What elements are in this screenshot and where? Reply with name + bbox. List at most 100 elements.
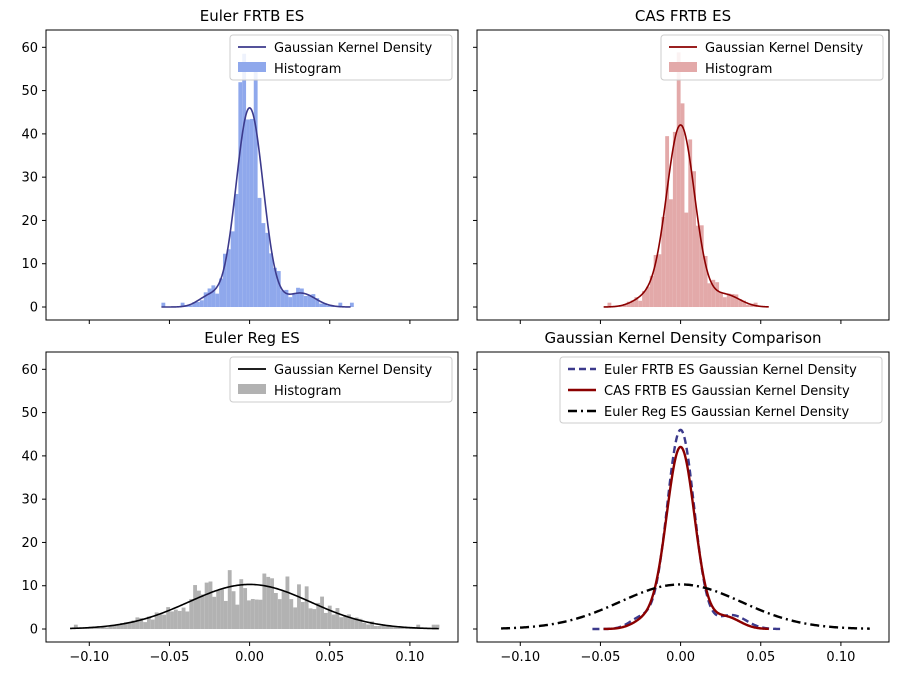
series-line-1	[592, 428, 782, 631]
histogram-bar	[299, 288, 304, 308]
histogram-bar	[208, 581, 213, 630]
legend-hist-swatch	[238, 384, 266, 394]
histogram-bar	[146, 616, 151, 630]
histogram-bar	[284, 289, 289, 308]
chart-title: Euler FRTB ES	[200, 7, 305, 25]
histogram-bar	[131, 620, 136, 630]
legend-label: Histogram	[705, 62, 772, 77]
histogram-bar	[253, 67, 258, 308]
histogram-bar	[192, 302, 197, 308]
y-tick-label: 40	[21, 127, 38, 142]
chart-title: Gaussian Kernel Density Comparison	[544, 329, 821, 347]
histogram-bar	[227, 570, 232, 630]
histogram-bar	[100, 626, 105, 630]
legend-label: Euler FRTB ES Gaussian Kernel Density	[604, 363, 857, 378]
legend-hist-swatch	[238, 62, 266, 72]
y-tick-label: 20	[21, 214, 38, 229]
histogram-bar	[323, 303, 327, 308]
histogram-bar	[377, 625, 382, 630]
histogram-bar	[249, 118, 254, 308]
histogram-bar	[661, 216, 666, 308]
histogram-bar	[297, 584, 301, 630]
histogram-bar	[108, 626, 113, 630]
histogram-bar	[235, 604, 240, 630]
histogram-bar	[293, 607, 298, 630]
y-tick-label: 0	[30, 301, 38, 316]
histogram-bar	[177, 610, 182, 630]
legend-box	[229, 356, 453, 403]
histogram-bar	[73, 624, 78, 630]
histogram-bar	[350, 617, 355, 630]
histogram-bar	[730, 293, 735, 308]
x-tick-label: 0.10	[826, 650, 855, 665]
x-tick-label: 0.05	[746, 650, 775, 665]
legend-hist-swatch	[669, 62, 697, 72]
histogram-bar	[385, 625, 390, 630]
panel-4: Gaussian Kernel Density Comparison −0.10 −…	[473, 329, 890, 665]
histogram-bar	[188, 305, 193, 308]
y-tick-label: 20	[21, 536, 38, 551]
histogram-bar	[319, 303, 324, 308]
histogram-bar	[349, 302, 354, 308]
histogram	[73, 570, 440, 630]
histogram-bar	[358, 618, 363, 630]
x-tick-label: −0.10	[500, 650, 540, 665]
legend-label: Histogram	[274, 384, 341, 399]
histogram-bar	[676, 52, 681, 308]
histogram-bar	[699, 225, 704, 308]
legend-box	[229, 34, 453, 81]
histogram-bar	[238, 82, 243, 308]
kde-line	[603, 124, 769, 308]
histogram-bar	[312, 609, 317, 630]
y-tick-label: 50	[21, 84, 38, 99]
histogram-bar	[634, 297, 639, 308]
x-tick-label: −0.05	[581, 650, 621, 665]
axes-frame	[476, 351, 890, 643]
histogram-bar	[212, 596, 217, 630]
histogram-bar	[707, 283, 712, 308]
histogram-bar	[104, 627, 109, 630]
histogram-bar	[362, 622, 367, 630]
histogram-bar	[339, 617, 344, 630]
histogram-bar	[258, 599, 263, 630]
histogram-bar	[296, 287, 300, 308]
histogram-bar	[719, 292, 723, 308]
histogram-bar	[250, 598, 255, 630]
histogram-bar	[234, 193, 239, 308]
histogram-bar	[688, 139, 693, 308]
histogram-bar	[247, 600, 251, 630]
histogram-bar	[112, 625, 117, 630]
histogram-bar	[281, 590, 286, 630]
histogram-bar	[158, 614, 163, 630]
histogram-bar	[404, 627, 409, 630]
legend-label: Gaussian Kernel Density	[274, 363, 432, 378]
histogram-bar	[389, 626, 394, 630]
histogram-bar	[431, 624, 436, 630]
histogram-bar	[726, 293, 731, 308]
histogram-bar	[308, 608, 313, 630]
histogram-bar	[170, 611, 174, 630]
legend-label: Gaussian Kernel Density	[705, 41, 863, 56]
histogram-bar	[203, 292, 208, 308]
chart-title: Euler Reg ES	[204, 329, 300, 347]
histogram-bar	[373, 626, 378, 630]
histogram-bar	[738, 299, 743, 308]
histogram-bar	[292, 294, 297, 308]
histogram-bar	[197, 590, 201, 630]
histogram-bar	[642, 290, 646, 308]
legend-label: Histogram	[274, 62, 341, 77]
x-tick-label: −0.10	[69, 650, 109, 665]
histogram-bar	[230, 231, 235, 308]
histogram-bar	[331, 614, 336, 630]
histogram-bar	[185, 611, 190, 630]
histogram-bar	[280, 290, 285, 308]
histogram-bar	[626, 301, 631, 308]
panel-1: Euler FRTB ES 0 10 20 30 40 50 60 Gaussian Kerne…	[21, 7, 459, 324]
y-tick-label: 60	[21, 363, 38, 378]
histogram-bar	[193, 585, 198, 630]
histogram-bar	[622, 304, 627, 308]
histogram-bar	[366, 624, 371, 630]
histogram-bar	[166, 607, 171, 630]
legend-label: CAS FRTB ES Gaussian Kernel Density	[604, 384, 850, 399]
